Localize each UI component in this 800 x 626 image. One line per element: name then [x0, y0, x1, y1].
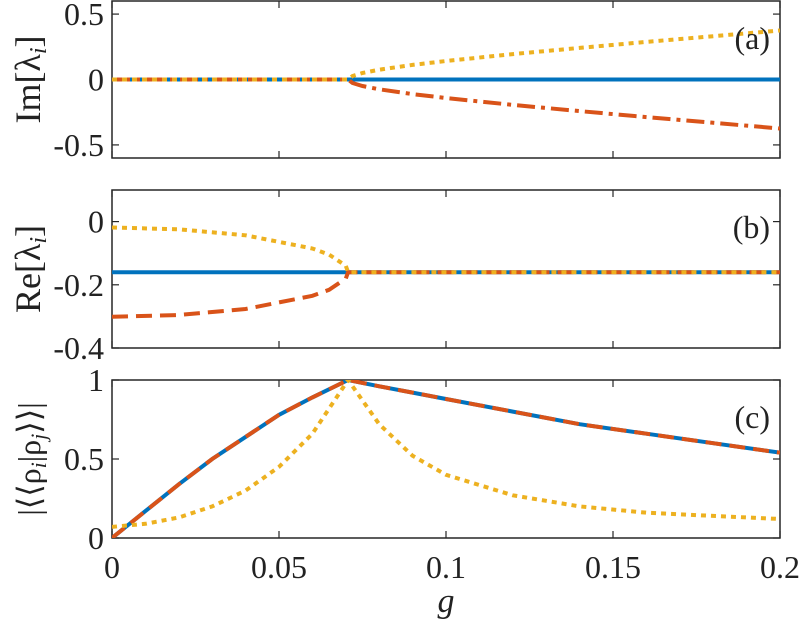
y-tick-label: 0 [88, 62, 104, 98]
y-tick-label: -0.2 [53, 267, 104, 303]
y-label-main: |⟨⟨ρ [11, 468, 47, 515]
y-label-end: ] [8, 35, 48, 47]
panel-c: 1 0.5 00 0.05 0.1 0.15 0.2 (c) |⟨⟨ρi|ρj⟩⟩| [11, 362, 800, 585]
x-tick-label: 0.2 [760, 549, 800, 585]
y-label-sub: i [26, 462, 51, 468]
y-label-main: Im[λ [8, 54, 48, 124]
y-tick-label: 0 [88, 204, 104, 240]
x-tick-label: 0 [104, 549, 120, 585]
y-label-end: ⟩⟩| [11, 402, 47, 433]
y-label-end: ] [8, 225, 48, 237]
plot-area [111, 189, 781, 349]
series-line-red [112, 380, 780, 538]
series-line-red [112, 77, 780, 131]
y-label-sub: i [26, 47, 52, 54]
y-tick-label: 1 [88, 362, 104, 398]
y-tick-label: -0.4 [53, 330, 104, 366]
y-tick-label: -0.5 [53, 127, 104, 163]
panel-label: (a) [734, 20, 770, 56]
series-line-red [112, 270, 780, 319]
y-tick-label: 0.5 [64, 0, 104, 32]
y-label-mid: |ρ [11, 440, 47, 462]
x-axis-label: g [438, 583, 455, 620]
y-label-sub: j [26, 434, 51, 443]
x-tick-label: 0.05 [251, 549, 307, 585]
series-line-yellow [112, 380, 780, 529]
panel-a: 0.5 0 -0.5 (a) Im[λi] [8, 0, 781, 163]
panel-label: (c) [734, 399, 770, 435]
x-tick-label: 0.15 [585, 549, 641, 585]
x-tick-label: 0.1 [426, 549, 466, 585]
panel-b: 0 -0.2 -0.4 (b) Re[λi] [8, 189, 781, 366]
y-axis-label: Im[λi] [8, 35, 52, 123]
y-label-sub: i [26, 237, 52, 244]
y-tick-label: 0 [88, 520, 104, 556]
y-tick-label: 0.5 [64, 441, 104, 477]
y-label-main: Re[λ [8, 243, 48, 313]
series-line-yellow [112, 225, 780, 275]
panel-label: (b) [733, 209, 770, 245]
series-line-yellow [112, 28, 780, 82]
y-axis-label: Re[λi] [8, 225, 52, 313]
y-axis-label: |⟨⟨ρi|ρj⟩⟩| [11, 402, 51, 515]
